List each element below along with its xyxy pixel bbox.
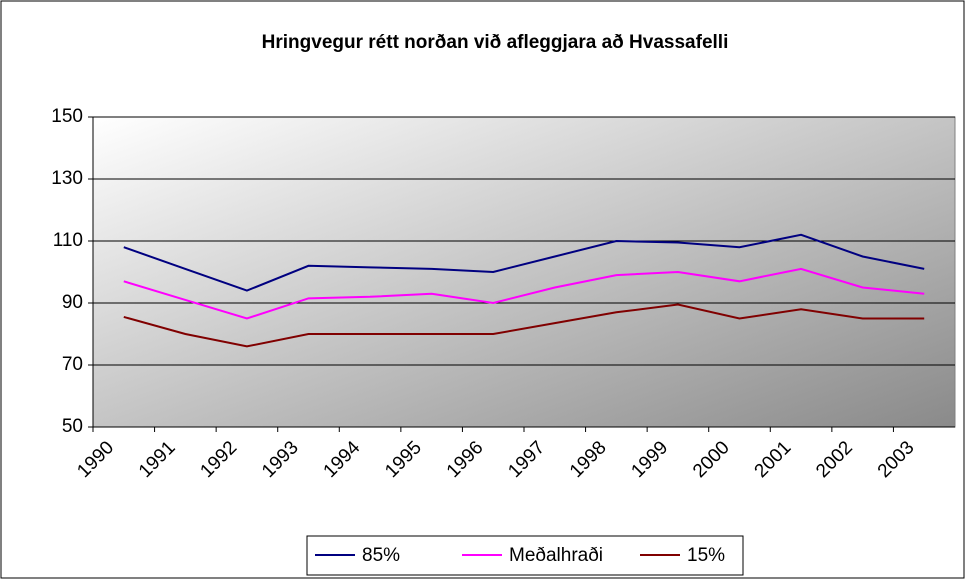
y-tick-label: 50 (62, 416, 83, 437)
legend-label: 85% (362, 545, 400, 566)
y-tick-label: 90 (62, 292, 83, 313)
y-tick-label: 150 (51, 106, 83, 127)
series-line (123, 303, 925, 348)
y-tick-label: 70 (62, 354, 83, 375)
series-line (123, 267, 925, 320)
legend-label: 15% (687, 545, 725, 566)
y-tick-label: 110 (53, 230, 83, 251)
legend-label: Meðalhraði (509, 545, 603, 566)
y-tick-label: 130 (51, 168, 83, 189)
chart-title: Hringvegur rétt norðan við afleggjara að… (262, 32, 729, 53)
plot-area (92, 116, 956, 428)
series-line (123, 233, 925, 292)
